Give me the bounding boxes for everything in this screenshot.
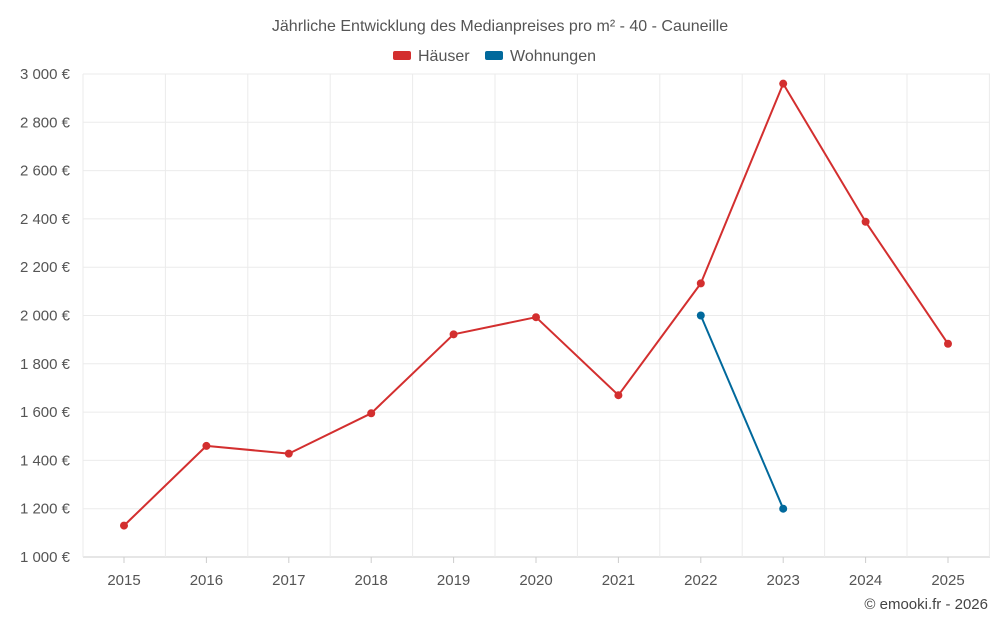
chart-title: Jährliche Entwicklung des Medianpreises … xyxy=(272,18,728,35)
y-tick-label: 1 400 € xyxy=(20,452,71,469)
data-point-h-user-2023[interactable] xyxy=(779,79,788,88)
y-tick-label: 2 400 € xyxy=(20,211,71,228)
x-tick-label: 2015 xyxy=(107,572,140,589)
data-point-h-user-2018[interactable] xyxy=(367,409,376,418)
y-tick-label: 1 200 € xyxy=(20,501,71,518)
x-tick-label: 2019 xyxy=(437,572,470,589)
y-tick-label: 1 800 € xyxy=(20,356,71,373)
data-point-wohnungen-2023[interactable] xyxy=(779,504,788,513)
x-tick-label: 2024 xyxy=(849,572,882,589)
data-point-h-user-2015[interactable] xyxy=(120,521,128,530)
y-tick-label: 1 000 € xyxy=(20,549,71,566)
x-tick-label: 2025 xyxy=(931,572,964,589)
y-tick-label: 2 800 € xyxy=(20,114,71,131)
legend-label-hauser: Häuser xyxy=(418,48,470,65)
y-tick-label: 2 000 € xyxy=(20,308,71,325)
credit-text: © emooki.fr - 2026 xyxy=(864,596,988,613)
data-point-wohnungen-2022[interactable] xyxy=(696,311,705,320)
data-point-h-user-2025[interactable] xyxy=(944,339,952,348)
plot-area xyxy=(120,79,952,530)
legend-label-wohnungen: Wohnungen xyxy=(510,48,596,65)
data-point-h-user-2024[interactable] xyxy=(861,217,870,226)
grid xyxy=(82,73,990,558)
series-line-wohnungen xyxy=(699,315,785,510)
data-point-h-user-2022[interactable] xyxy=(696,279,705,288)
data-point-h-user-2016[interactable] xyxy=(202,441,211,450)
legend-swatch-hauser xyxy=(393,51,411,60)
legend-item-hauser[interactable]: Häuser xyxy=(393,48,470,65)
x-tick-label: 2020 xyxy=(519,572,552,589)
data-point-h-user-2021[interactable] xyxy=(614,391,623,400)
series-h-user xyxy=(120,79,952,530)
legend-item-wohnungen[interactable]: Wohnungen xyxy=(485,48,596,65)
x-tick-label: 2022 xyxy=(684,572,717,589)
y-tick-label: 2 200 € xyxy=(20,259,71,276)
series-wohnungen xyxy=(696,311,788,513)
x-tick-label: 2017 xyxy=(272,572,305,589)
data-point-h-user-2020[interactable] xyxy=(532,313,540,322)
x-tick-label: 2018 xyxy=(355,572,388,589)
data-point-h-user-2017[interactable] xyxy=(284,449,293,458)
y-tick-label: 3 000 € xyxy=(20,66,71,83)
x-axis: 2015 2016 2017 2018 2019 2020 2021 2022 2023 2024… xyxy=(107,557,965,589)
y-tick-label: 1 600 € xyxy=(20,404,71,421)
legend: Häuser Wohnungen xyxy=(393,48,596,65)
x-tick-label: 2023 xyxy=(767,572,800,589)
y-tick-label: 2 600 € xyxy=(20,163,71,180)
x-tick-label: 2016 xyxy=(190,572,223,589)
data-point-h-user-2019[interactable] xyxy=(449,330,458,339)
y-axis: 1 000 € 1 200 € 1 400 € 1 600 € 1 800 € 2 000… xyxy=(20,66,71,566)
legend-swatch-wohnungen xyxy=(485,51,503,60)
x-tick-label: 2021 xyxy=(602,572,635,589)
